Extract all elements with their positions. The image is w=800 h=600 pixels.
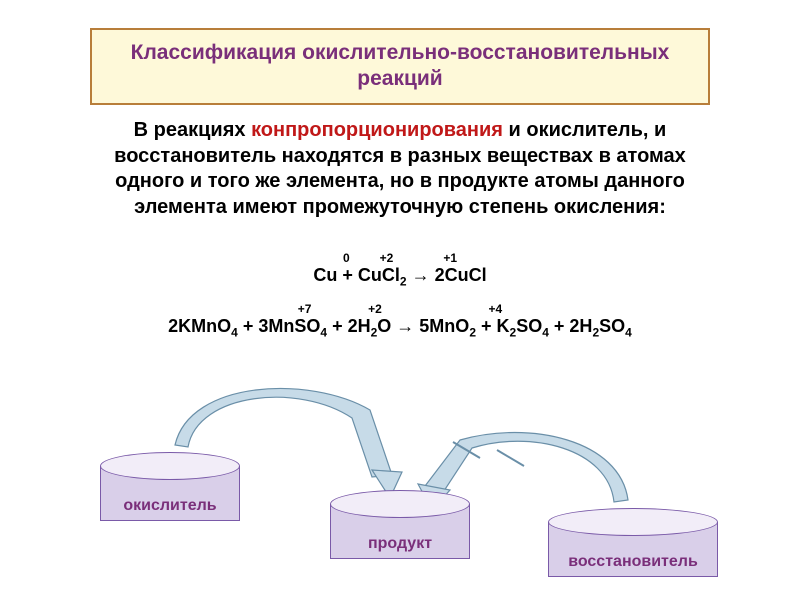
equation-2: 2KMnO4 + 3MnSO4 + 2H2O → 5MnO2 + K2SO4 +…: [0, 316, 800, 340]
cylinder-reducer: восстановитель: [548, 508, 718, 591]
cylinder-product: продукт: [330, 490, 470, 573]
title-box: Классификация окислительно-восстановител…: [90, 28, 710, 105]
desc-pre: В реакциях: [134, 119, 251, 141]
cylinder-label-oxidizer: окислитель: [100, 497, 240, 515]
cylinder-label-reducer: восстановитель: [548, 553, 718, 571]
cylinder-top: [100, 452, 240, 480]
description-paragraph: В реакциях конпропорционирования и окисл…: [55, 118, 745, 220]
cylinder-top: [330, 490, 470, 518]
slide-title: Классификация окислительно-восстановител…: [102, 40, 698, 93]
cylinder-label-product: продукт: [330, 535, 470, 553]
slide: { "colors": { "title_bg": "#fef9d9", "ti…: [0, 0, 800, 600]
cylinder-top: [548, 508, 718, 536]
desc-term: конпропорционирования: [251, 119, 503, 141]
equation-1: Cu + CuCl2 → 2CuCl: [0, 265, 800, 289]
crossing-marks: [453, 442, 524, 466]
cylinder-oxidizer: окислитель: [100, 452, 240, 535]
